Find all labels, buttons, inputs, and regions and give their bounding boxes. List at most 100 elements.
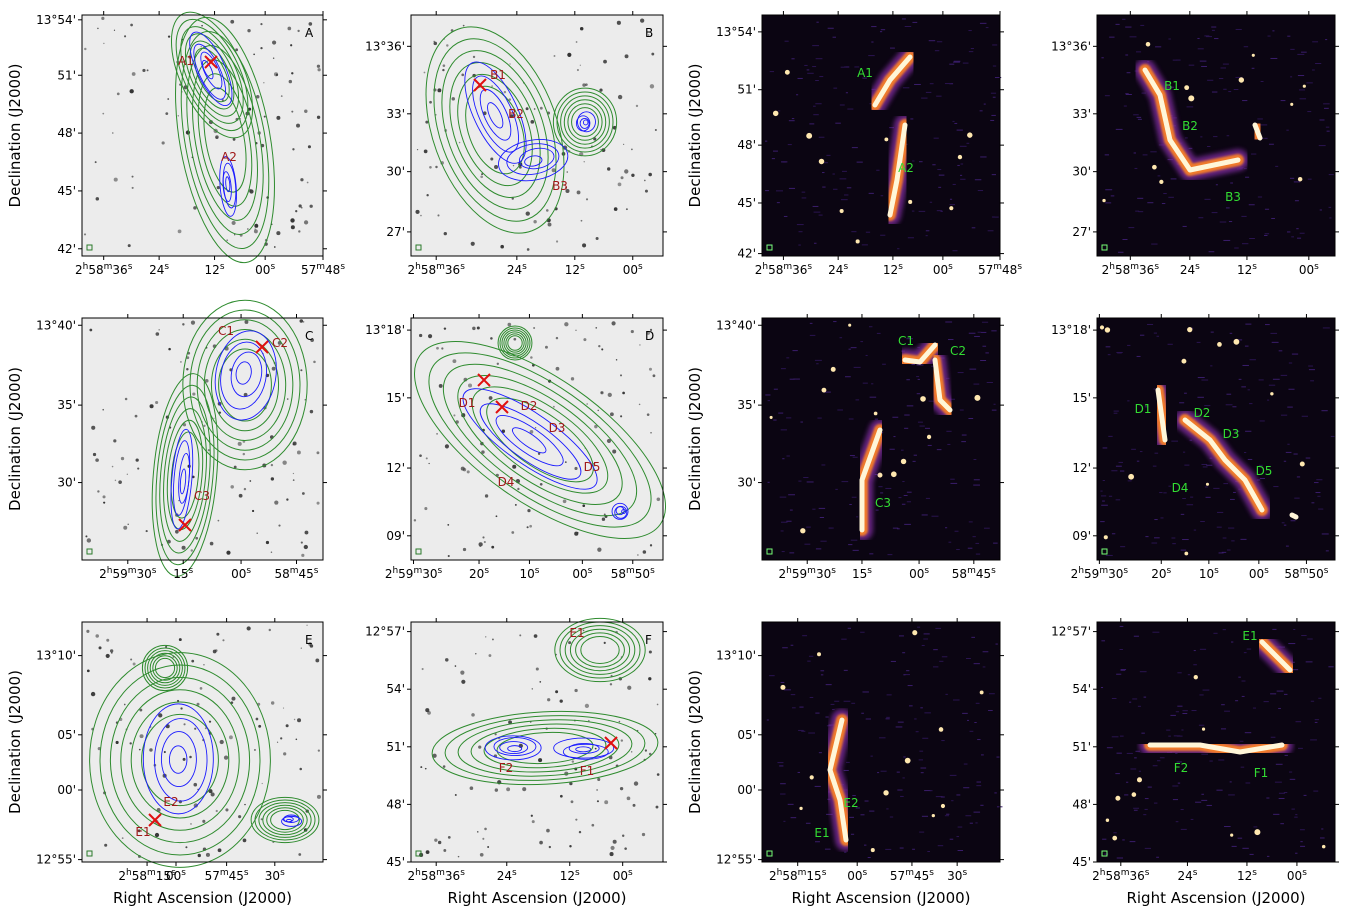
star (472, 55, 476, 59)
noise (1245, 782, 1251, 784)
star (251, 509, 255, 513)
noise (796, 224, 804, 226)
noise (834, 700, 840, 702)
contour (270, 809, 300, 831)
noise (963, 787, 970, 789)
noise (1153, 802, 1158, 804)
contour-blue (562, 743, 609, 760)
x-tick-part: s (862, 868, 867, 878)
star (476, 326, 480, 330)
noise (776, 190, 784, 192)
star (428, 334, 433, 339)
contour (175, 16, 275, 264)
noise (969, 730, 974, 732)
noise (980, 156, 987, 158)
contour (433, 38, 557, 222)
noise (1319, 119, 1325, 121)
star (468, 383, 473, 388)
contour (442, 363, 638, 517)
x-tick-part: 58 (768, 263, 783, 277)
noise (1134, 757, 1137, 759)
y-tick-label: 13°36' (365, 39, 405, 53)
noise (1318, 508, 1324, 510)
star (202, 819, 206, 823)
star (446, 44, 449, 47)
noise (771, 158, 775, 160)
source (821, 387, 827, 393)
noise (1127, 480, 1132, 482)
noise (801, 191, 806, 193)
star (120, 456, 125, 461)
noise (833, 87, 838, 89)
noise (1170, 714, 1176, 716)
x-tick-label: 15s (173, 566, 193, 581)
x-tick-part: m (1300, 566, 1309, 576)
star (639, 344, 641, 346)
noise (773, 388, 778, 390)
noise (973, 479, 980, 481)
noise (925, 91, 932, 93)
star (308, 642, 312, 646)
x-tick-label: 2h58m15s (769, 868, 827, 883)
star (168, 347, 171, 351)
star (230, 19, 235, 24)
noise (953, 61, 960, 63)
x-tick-label: 00s (623, 262, 643, 277)
x-tick-part: 30 (265, 869, 280, 883)
star (105, 653, 110, 659)
noise (980, 331, 987, 333)
noise (1124, 794, 1129, 796)
noise (1211, 26, 1217, 28)
noise (1116, 857, 1124, 859)
noise (1180, 549, 1187, 551)
x-tick-label: 00s (572, 566, 592, 581)
source (957, 154, 963, 160)
star (94, 161, 97, 164)
noise (1300, 845, 1306, 847)
noise (968, 521, 973, 523)
star (501, 429, 506, 433)
noise (1218, 78, 1224, 80)
star (201, 24, 203, 27)
star (479, 852, 484, 857)
y-tick-label: 33' (386, 107, 405, 121)
source (1302, 84, 1306, 88)
noise (979, 22, 987, 24)
noise (782, 161, 786, 163)
contour-blue (222, 162, 237, 209)
star (530, 814, 533, 817)
contour-blue (462, 388, 598, 490)
noise (925, 235, 928, 237)
star (631, 751, 633, 753)
noise (780, 521, 788, 523)
emission-core (1155, 387, 1168, 443)
noise (988, 693, 995, 695)
source (769, 415, 773, 419)
noise (1200, 521, 1205, 523)
source (830, 366, 836, 372)
noise (1328, 174, 1334, 176)
star (299, 767, 302, 771)
noise (1102, 447, 1108, 449)
contour (254, 799, 316, 841)
noise (925, 497, 930, 499)
source (1102, 198, 1106, 203)
noise (906, 405, 914, 407)
star (300, 541, 303, 544)
y-tick-label: 13°54' (716, 25, 756, 39)
noise (844, 194, 849, 196)
noise (851, 702, 856, 704)
noise (944, 83, 951, 85)
noise (814, 242, 817, 244)
star (306, 181, 309, 184)
x-tick-part: 2 (779, 567, 787, 581)
noise (1156, 760, 1161, 762)
noise (1193, 650, 1196, 652)
noise (1209, 760, 1213, 762)
noise (1135, 210, 1140, 212)
star (302, 321, 305, 323)
noise (801, 730, 806, 732)
noise (862, 77, 867, 79)
noise (1175, 711, 1179, 713)
x-tick-part: m (626, 566, 635, 576)
